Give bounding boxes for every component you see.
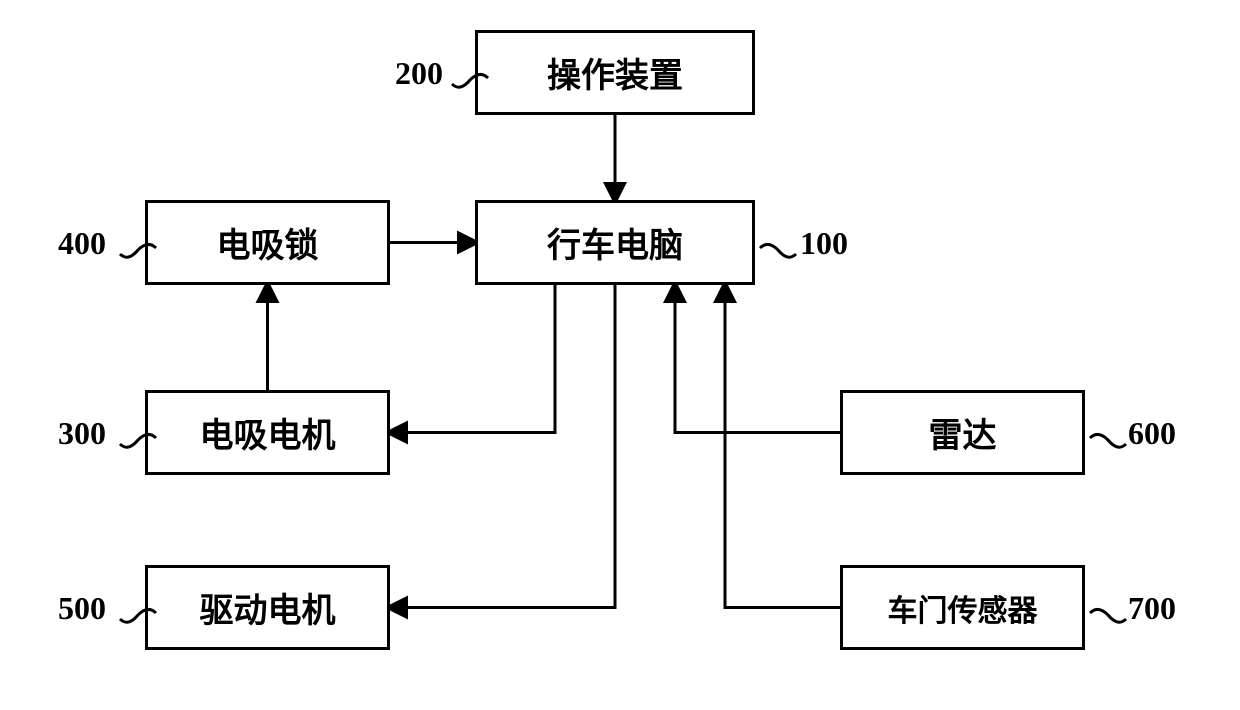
lead-squiggle xyxy=(118,242,158,266)
label-700: 700 xyxy=(1128,590,1176,627)
edge xyxy=(390,285,615,608)
node-trip-computer: 行车电脑 xyxy=(475,200,755,285)
lead-squiggle xyxy=(758,242,798,266)
node-label: 驱动电机 xyxy=(200,583,336,632)
node-label: 雷达 xyxy=(929,408,997,457)
edge xyxy=(725,285,840,608)
node-electric-motor: 电吸电机 xyxy=(145,390,390,475)
node-label: 车门传感器 xyxy=(888,586,1038,630)
lead-squiggle xyxy=(1088,432,1128,456)
node-label: 行车电脑 xyxy=(547,218,683,267)
label-500: 500 xyxy=(58,590,106,627)
label-100: 100 xyxy=(800,225,848,262)
lead-squiggle xyxy=(450,72,490,96)
lead-squiggle xyxy=(118,432,158,456)
label-600: 600 xyxy=(1128,415,1176,452)
node-label: 电吸电机 xyxy=(200,408,336,457)
node-drive-motor: 驱动电机 xyxy=(145,565,390,650)
label-200: 200 xyxy=(395,55,443,92)
edge xyxy=(390,285,555,433)
lead-squiggle xyxy=(1088,607,1128,631)
label-400: 400 xyxy=(58,225,106,262)
lead-squiggle xyxy=(118,607,158,631)
node-electric-lock: 电吸锁 xyxy=(145,200,390,285)
node-operation-device: 操作装置 xyxy=(475,30,755,115)
label-300: 300 xyxy=(58,415,106,452)
edge xyxy=(675,285,840,433)
node-label: 电吸锁 xyxy=(217,218,319,267)
node-door-sensor: 车门传感器 xyxy=(840,565,1085,650)
node-radar: 雷达 xyxy=(840,390,1085,475)
node-label: 操作装置 xyxy=(547,48,683,97)
